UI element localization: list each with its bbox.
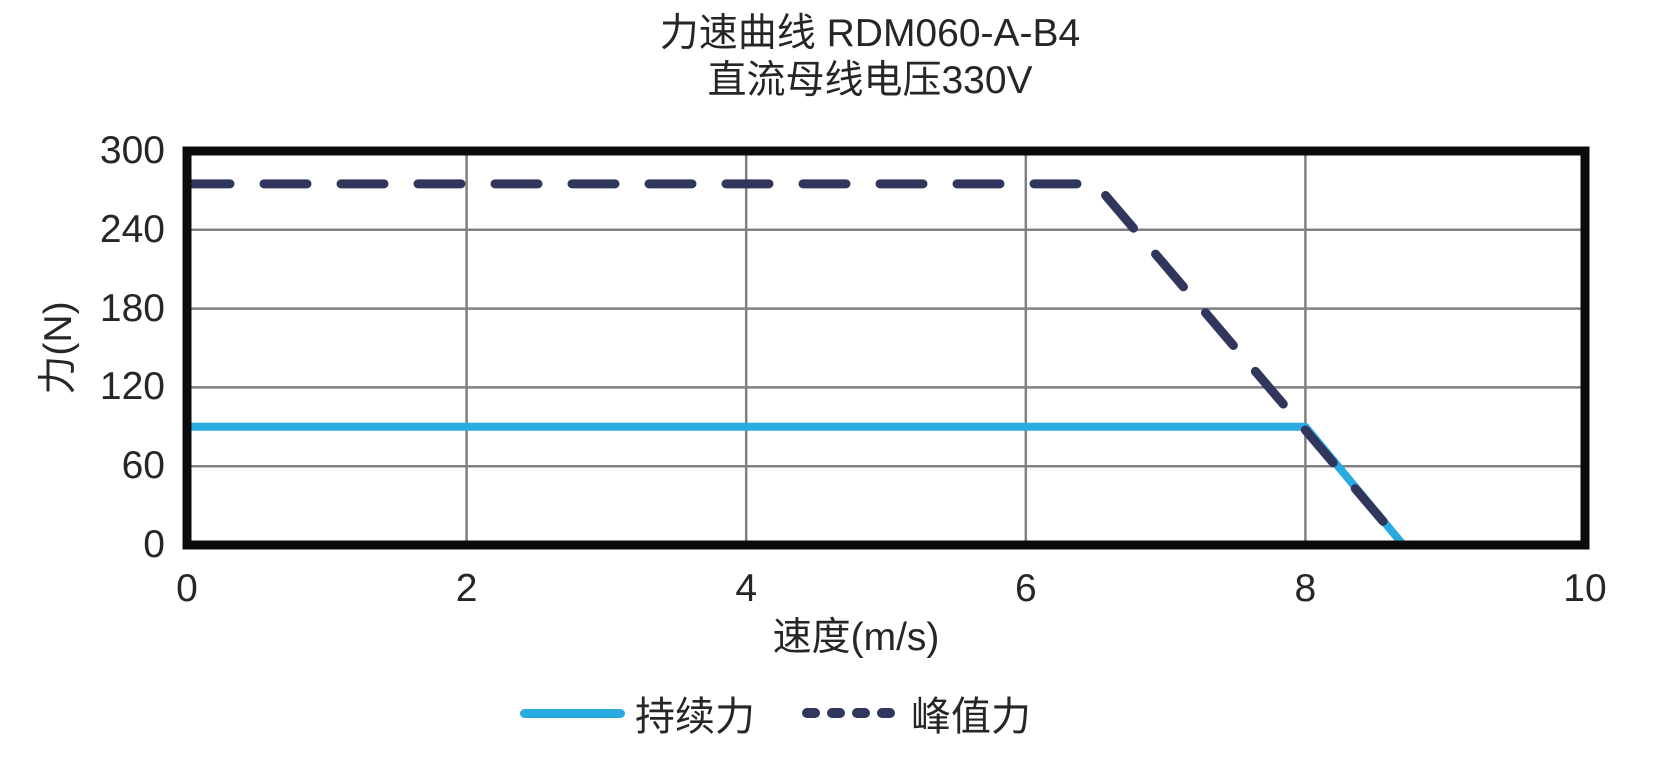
x-tick-label: 4 <box>735 567 758 610</box>
plot-border <box>182 146 1590 550</box>
x-tick-label: 6 <box>1014 567 1037 610</box>
chart-subtitle: 直流母线电压330V <box>707 59 1033 102</box>
legend-label-peak: 峰值力 <box>911 695 1031 739</box>
y-tick-label: 60 <box>121 444 165 488</box>
y-tick-label: 0 <box>143 523 165 566</box>
y-tick-label: 120 <box>99 365 165 409</box>
chart-title-block: 力速曲线 RDM060-A-B4 直流母线电压330V <box>172 10 1568 104</box>
legend-item-peak: 峰值力 <box>801 684 1031 742</box>
peak-line-swatch <box>802 708 900 718</box>
y-tick-label: 300 <box>99 129 165 172</box>
y-tick-label: 180 <box>99 286 165 330</box>
x-tick-label: 2 <box>455 567 478 610</box>
x-tick-label: 8 <box>1294 567 1317 610</box>
chart-title: 力速曲线 RDM060-A-B4 <box>659 12 1081 55</box>
x-axis-label: 速度(m/s) <box>772 616 940 659</box>
legend-item-continuous: 持续力 <box>520 684 755 742</box>
legend: 持续力 峰值力 <box>520 689 1031 739</box>
continuous-line-swatch <box>520 708 625 718</box>
x-tick-label: 10 <box>1563 567 1607 610</box>
legend-label-continuous: 持续力 <box>635 695 755 739</box>
x-tick-label: 0 <box>176 567 198 610</box>
y-tick-label: 240 <box>99 207 165 251</box>
series-line-0 <box>183 422 1408 549</box>
series-line-1 <box>182 179 1408 550</box>
